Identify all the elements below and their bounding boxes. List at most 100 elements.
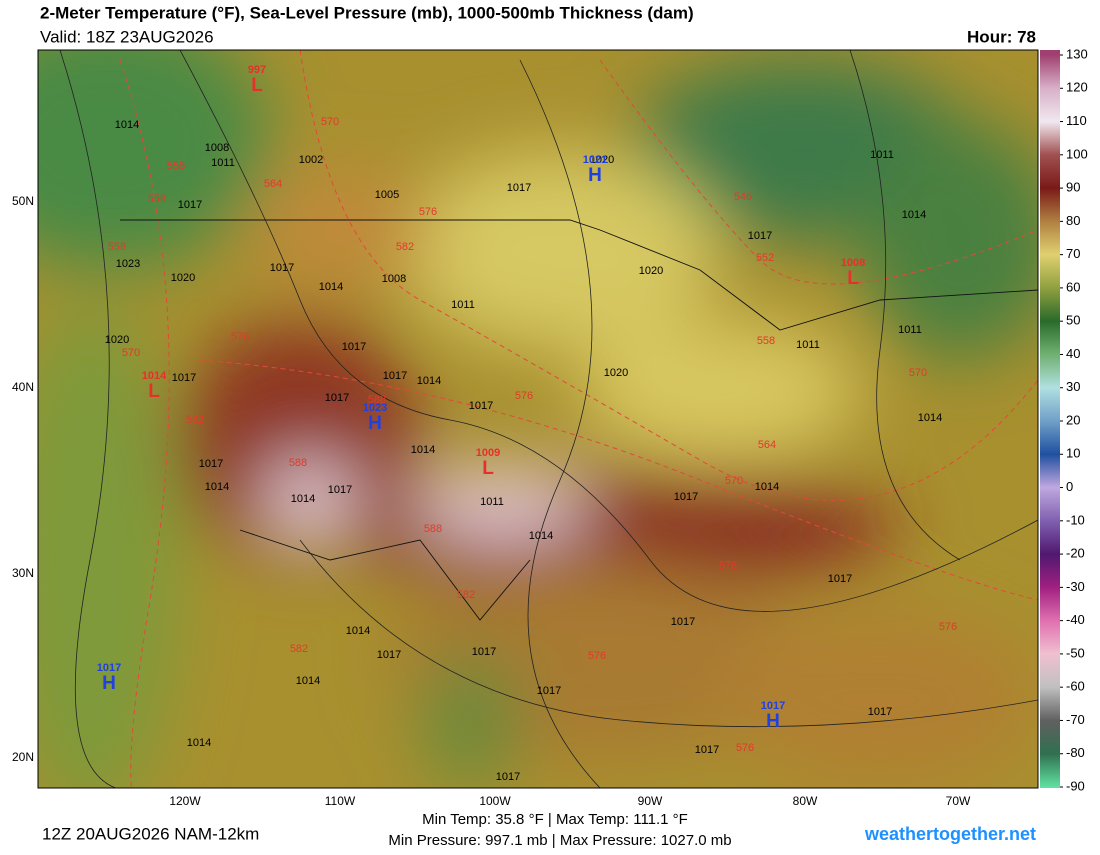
isobar-label: 1011 — [211, 157, 235, 169]
colorbar-label: -80 — [1066, 745, 1085, 760]
colorbar-label: 50 — [1066, 313, 1080, 328]
isobar-label: 1014 — [296, 675, 320, 687]
isobar-label: 1002 — [299, 154, 323, 166]
colorbar-label: -20 — [1066, 546, 1085, 561]
isobar-label: 1017 — [674, 491, 698, 503]
center-value: 1009 — [476, 447, 500, 459]
thickness-label: 582 — [186, 414, 204, 426]
isobar-label: 1008 — [382, 273, 406, 285]
center-letter: H — [588, 165, 602, 186]
isobar-label: 1014 — [319, 281, 343, 293]
colorbar-label: 100 — [1066, 146, 1088, 161]
isobar-label: 1017 — [172, 372, 196, 384]
isobar-label: 1017 — [868, 706, 892, 718]
thickness-label: 576 — [939, 621, 957, 633]
isobar-label: 1020 — [105, 334, 129, 346]
colorbar-label: 120 — [1066, 80, 1088, 95]
isobar-label: 1014 — [529, 530, 553, 542]
isobar-label: 1017 — [383, 370, 407, 382]
thickness-label: 582 — [290, 643, 308, 655]
isobar-label: 1017 — [748, 230, 772, 242]
center-letter: H — [368, 413, 382, 434]
isobar-label: 1011 — [870, 149, 894, 161]
isobar-label: 1014 — [417, 375, 441, 387]
isobar-label: 1014 — [411, 444, 435, 456]
isobar-label: 1017 — [695, 744, 719, 756]
colorbar-label: 90 — [1066, 180, 1080, 195]
thickness-label: 588 — [368, 394, 386, 406]
isobar-label: 1011 — [796, 339, 820, 351]
center-value: 997 — [248, 64, 266, 76]
isobar-label: 1023 — [116, 258, 140, 270]
lat-label: 20N — [12, 750, 34, 764]
isobar-label: 1020 — [171, 272, 195, 284]
isobar-label: 1020 — [604, 367, 628, 379]
colorbar-label: -60 — [1066, 679, 1085, 694]
thickness-label: 558 — [148, 193, 166, 205]
isobar-label: 1014 — [755, 481, 779, 493]
map-frame — [37, 49, 1039, 789]
thickness-label: 546 — [734, 191, 752, 203]
colorbar-label: -30 — [1066, 579, 1085, 594]
center-value: 1017 — [761, 700, 785, 712]
colorbar-label: 30 — [1066, 379, 1080, 394]
colorbar — [1040, 50, 1060, 788]
center-value: 1023 — [363, 402, 387, 414]
isobar-label: 1011 — [480, 496, 504, 508]
lon-label: 70W — [946, 794, 971, 808]
isobar-label: 1017 — [325, 392, 349, 404]
title: 2-Meter Temperature (°F), Sea-Level Pres… — [40, 3, 694, 22]
borders — [120, 219, 1038, 621]
isobar-label: 1008 — [205, 142, 229, 154]
isobar-label: 1014 — [902, 209, 926, 221]
thickness-label: 552 — [756, 252, 774, 264]
thickness-label: 570 — [122, 347, 140, 359]
isobar-label: 1017 — [178, 199, 202, 211]
lat-label: 30N — [12, 566, 34, 580]
center-value: 1008 — [841, 257, 865, 269]
isobar-label: 1014 — [115, 119, 139, 131]
center-letter: H — [766, 711, 780, 732]
temperature-field — [38, 50, 1038, 788]
thickness-label: 576 — [719, 560, 737, 572]
center-letter: L — [251, 75, 263, 96]
isobar-label: 1017 — [270, 262, 294, 274]
center-letter: L — [148, 381, 160, 402]
isobar-label: 1017 — [472, 646, 496, 658]
thickness-label: 582 — [396, 241, 414, 253]
isobar-label: 1017 — [342, 341, 366, 353]
thickness-label: 558 — [108, 241, 126, 253]
lat-label: 50N — [12, 194, 34, 208]
thickness-label: 558 — [167, 160, 185, 172]
isobar-label: 1005 — [375, 189, 399, 201]
isobar-label: 1011 — [451, 299, 475, 311]
thickness-label: 570 — [909, 367, 927, 379]
isobar-label: 1014 — [346, 625, 370, 637]
isobar-label: 1017 — [377, 649, 401, 661]
thickness-label: 576 — [736, 742, 754, 754]
thickness-label: 582 — [457, 589, 475, 601]
colorbar-label: 80 — [1066, 213, 1080, 228]
thickness-label: 576 — [588, 650, 606, 662]
thickness-label: 564 — [264, 178, 282, 190]
isobar-label: 1017 — [507, 182, 531, 194]
valid-time: Valid: 18Z 23AUG2026 — [40, 27, 214, 46]
thickness-label: 588 — [424, 523, 442, 535]
center-letter: H — [102, 673, 116, 694]
isobar-label: 1014 — [918, 412, 942, 424]
thickness-label: 564 — [758, 439, 776, 451]
colorbar-label: -50 — [1066, 645, 1085, 660]
thickness-label: 570 — [725, 475, 743, 487]
isobar-label: 1017 — [671, 616, 695, 628]
center-letter: L — [482, 458, 494, 479]
isobar-label: 1011 — [898, 324, 922, 336]
isobars — [59, 50, 1038, 788]
lon-label: 120W — [169, 794, 201, 808]
isobar-label: 1014 — [187, 737, 211, 749]
isobar-label: 1017 — [469, 400, 493, 412]
center-value: 1017 — [97, 662, 121, 674]
colorbar-label: 40 — [1066, 346, 1080, 361]
lon-label: 80W — [793, 794, 818, 808]
colorbar-label: 110 — [1066, 113, 1087, 128]
center-value: 1021 — [583, 154, 607, 166]
